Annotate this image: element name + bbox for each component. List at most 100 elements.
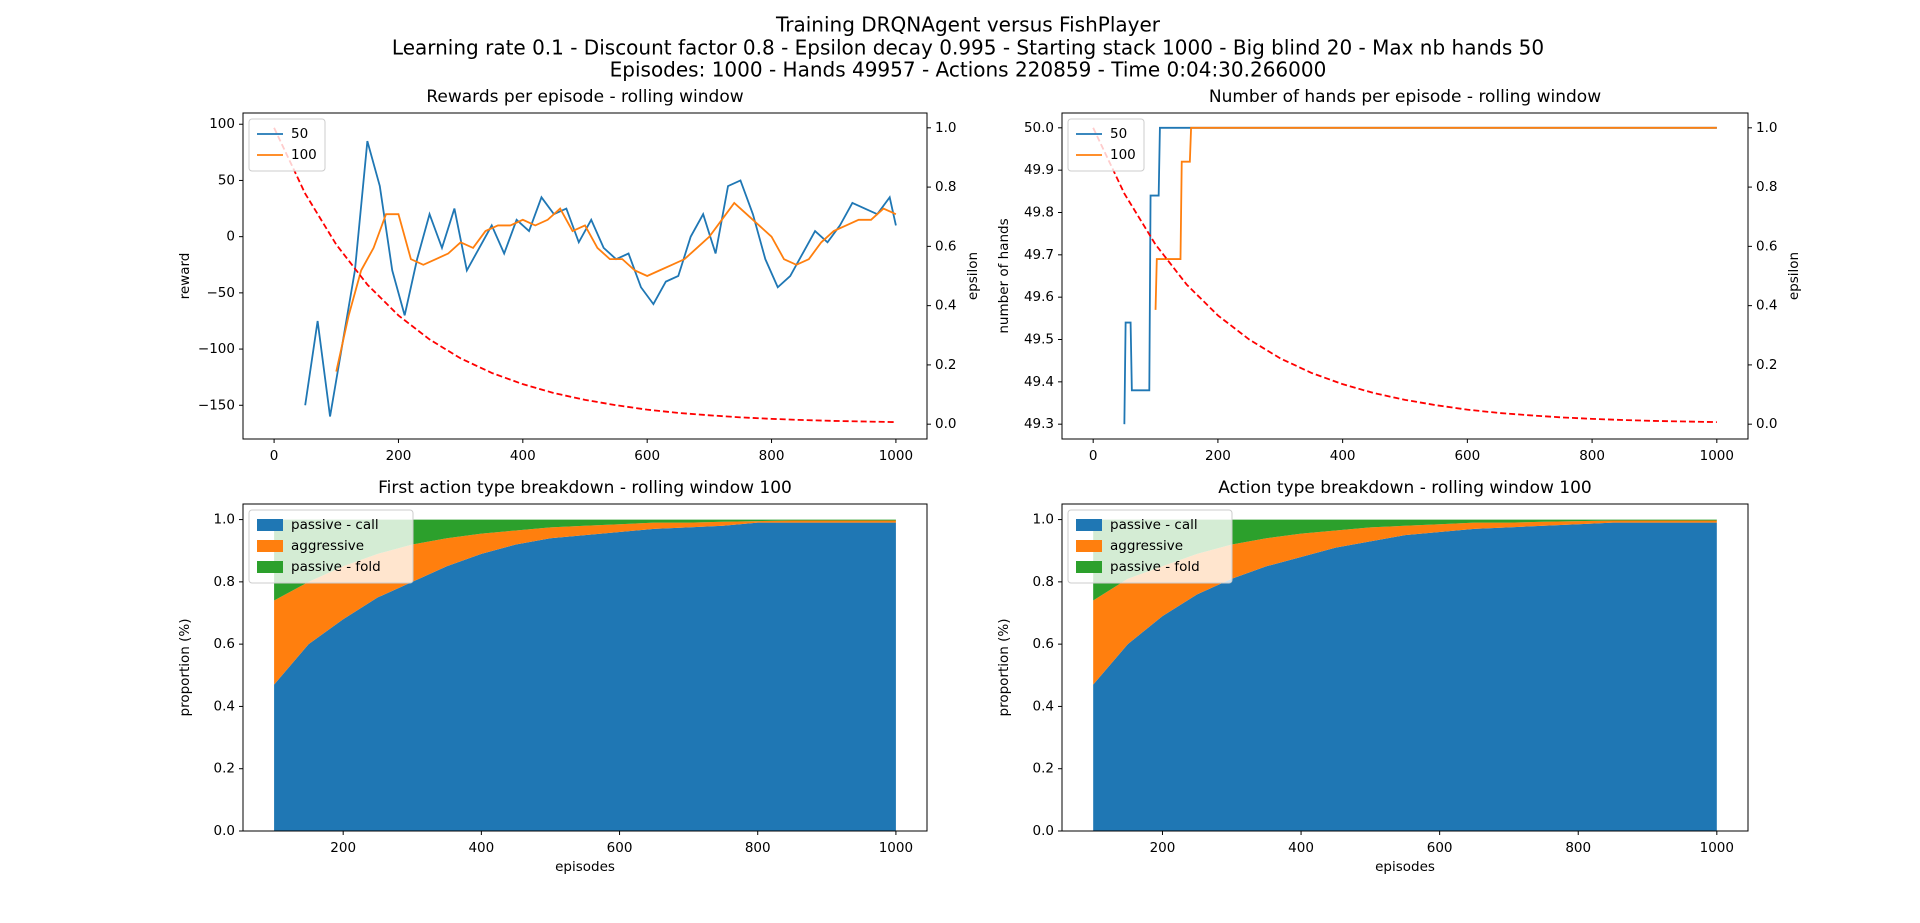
y2-tick-label: 0.0 — [935, 416, 956, 432]
x-tick-label: 200 — [386, 448, 412, 464]
x-tick-label: 400 — [468, 840, 494, 856]
legend-label: passive - call — [1110, 517, 1198, 533]
plot-area — [273, 127, 897, 424]
series-line — [1154, 126, 1717, 310]
y-tick-label: 0.0 — [1033, 823, 1054, 839]
axes-frame — [1061, 112, 1749, 440]
y-axis-label: proportion (%) — [177, 619, 193, 717]
x-tick-label: 0 — [270, 448, 279, 464]
y-tick-label: 0.8 — [214, 574, 235, 590]
stacked-area — [1093, 522, 1717, 831]
axes-frame — [242, 112, 928, 440]
y-tick-label: −100 — [198, 341, 235, 357]
y-tick-label: 0.4 — [214, 698, 235, 714]
plot-area — [274, 519, 896, 831]
y-tick-label: 49.3 — [1024, 416, 1054, 432]
chart-title: Action type breakdown - rolling window 1… — [1218, 478, 1591, 498]
y2-tick-label: 0.6 — [1756, 238, 1777, 254]
stacked-area — [274, 519, 896, 601]
legend-swatch — [1076, 540, 1102, 552]
legend-label: passive - call — [291, 517, 379, 533]
y-tick-label: 0 — [226, 229, 235, 245]
legend-box — [248, 118, 326, 172]
y-tick-label: 49.9 — [1024, 162, 1054, 178]
legend-box — [1067, 118, 1145, 172]
y2-tick-label: 0.0 — [1756, 416, 1777, 432]
y2-tick-label: 0.8 — [1756, 179, 1777, 195]
legend-swatch — [257, 561, 283, 573]
stacked-area — [274, 520, 896, 685]
stacked-area — [1093, 520, 1717, 685]
y-tick-label: 0.2 — [214, 761, 235, 777]
x-tick-label: 200 — [1150, 840, 1176, 856]
x-tick-label: 800 — [1565, 840, 1591, 856]
y-tick-label: 1.0 — [214, 512, 235, 528]
legend-label: aggressive — [1110, 538, 1183, 554]
x-tick-label: 1000 — [879, 448, 913, 464]
legend-label: aggressive — [291, 538, 364, 554]
plot-area — [1093, 519, 1717, 831]
y-tick-label: 50.0 — [1024, 120, 1054, 136]
y-tick-label: 49.7 — [1024, 247, 1054, 263]
x-tick-label: 0 — [1089, 448, 1098, 464]
x-tick-label: 400 — [1288, 840, 1314, 856]
legend-label: passive - fold — [1110, 559, 1200, 575]
suptitle: Learning rate 0.1 - Discount factor 0.8 … — [392, 36, 1544, 60]
y2-axis-label: epsilon — [1786, 252, 1802, 300]
x-axis-label: episodes — [555, 859, 615, 875]
y-tick-label: 0.6 — [214, 636, 235, 652]
y-axis-label: number of hands — [996, 218, 1012, 333]
legend-box — [1067, 509, 1233, 584]
y-tick-label: 49.5 — [1024, 332, 1054, 348]
x-tick-label: 400 — [1330, 448, 1356, 464]
legend-swatch — [257, 540, 283, 552]
series-line — [1123, 126, 1717, 425]
legend-label: 50 — [1110, 126, 1127, 142]
x-tick-label: 800 — [1579, 448, 1605, 464]
x-axis-label: episodes — [1375, 859, 1435, 875]
y-tick-label: 49.8 — [1024, 204, 1054, 220]
epsilon-line — [1092, 127, 1717, 424]
y2-axis-label: epsilon — [965, 252, 981, 300]
y2-tick-label: 1.0 — [1756, 120, 1777, 136]
x-tick-label: 600 — [1454, 448, 1480, 464]
y-tick-label: 49.4 — [1024, 374, 1054, 390]
x-tick-label: 1000 — [879, 840, 913, 856]
chart-title: First action type breakdown - rolling wi… — [378, 478, 792, 498]
legend-label: 100 — [291, 147, 317, 163]
legend-label: 50 — [291, 126, 308, 142]
y-axis-label: reward — [177, 253, 193, 300]
y-tick-label: 0.6 — [1033, 636, 1054, 652]
y2-tick-label: 0.2 — [1756, 357, 1777, 373]
stacked-area — [274, 522, 896, 831]
legend-swatch — [1076, 519, 1102, 531]
stacked-area — [1093, 519, 1717, 601]
chart-title: Number of hands per episode - rolling wi… — [1209, 87, 1601, 107]
legend-swatch — [257, 519, 283, 531]
series-line — [304, 140, 897, 417]
suptitle: Training DRQNAgent versus FishPlayer — [775, 13, 1161, 37]
y-axis-label: proportion (%) — [996, 619, 1012, 717]
y2-tick-label: 1.0 — [935, 120, 956, 136]
y-tick-label: 50 — [218, 172, 235, 188]
series-line — [335, 201, 897, 372]
y-tick-label: 0.4 — [1033, 698, 1054, 714]
y2-tick-label: 0.4 — [1756, 298, 1777, 314]
y-tick-label: 0.0 — [214, 823, 235, 839]
y-tick-label: 100 — [209, 116, 235, 132]
y-tick-label: 49.6 — [1024, 289, 1054, 305]
legend-swatch — [1076, 561, 1102, 573]
axes-frame — [1061, 503, 1749, 832]
legend-label: 100 — [1110, 147, 1136, 163]
y-tick-label: 1.0 — [1033, 512, 1054, 528]
y-tick-label: −150 — [198, 397, 235, 413]
x-tick-label: 600 — [607, 840, 633, 856]
y-tick-label: 0.8 — [1033, 574, 1054, 590]
y-tick-label: 0.2 — [1033, 761, 1054, 777]
axes-frame — [242, 503, 928, 832]
y2-tick-label: 0.2 — [935, 357, 956, 373]
x-tick-label: 800 — [745, 840, 771, 856]
y2-tick-label: 0.6 — [935, 238, 956, 254]
y2-tick-label: 0.8 — [935, 179, 956, 195]
